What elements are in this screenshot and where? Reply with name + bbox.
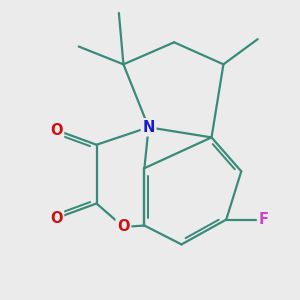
Text: O: O	[50, 211, 62, 226]
Text: N: N	[142, 120, 155, 135]
Text: O: O	[117, 219, 130, 234]
Text: O: O	[50, 123, 62, 138]
Text: F: F	[259, 212, 269, 227]
